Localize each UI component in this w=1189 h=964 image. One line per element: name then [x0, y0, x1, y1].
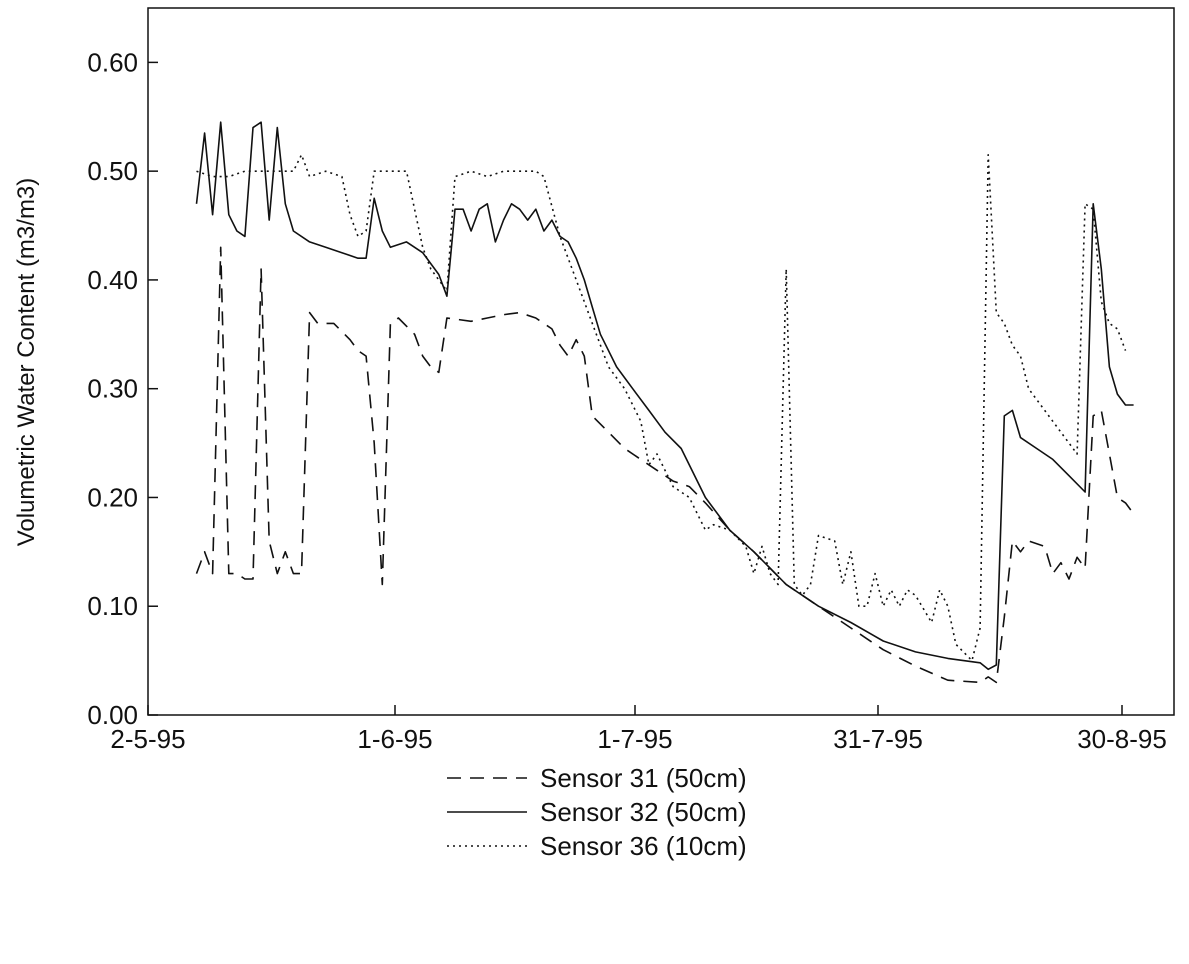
x-axis: 2-5-95 1-6-95 1-7-95 31-7-95 30-8-95 [110, 705, 1167, 754]
y-tick-label: 0.30 [87, 374, 138, 404]
plot-area-frame [147, 7, 1175, 716]
series-lines [195, 121, 1135, 684]
x-tick-label: 30-8-95 [1077, 724, 1167, 754]
y-tick-label: 0.40 [87, 265, 138, 295]
series-line-3 [196, 154, 1127, 662]
legend-label: Sensor 31 (50cm) [540, 763, 747, 793]
x-tick-label: 2-5-95 [110, 724, 185, 754]
y-tick-label: 0.50 [87, 156, 138, 186]
y-tick-label: 0.10 [87, 591, 138, 621]
x-tick-label: 1-6-95 [357, 724, 432, 754]
x-tick-label: 1-7-95 [597, 724, 672, 754]
y-tick-label: 0.20 [87, 482, 138, 512]
legend-label: Sensor 36 (10cm) [540, 831, 747, 861]
legend: Sensor 31 (50cm) Sensor 32 (50cm) Sensor 3… [447, 763, 747, 861]
y-tick-label: 0.60 [87, 47, 138, 77]
y-tick-label: 0.00 [87, 700, 138, 730]
series-line-2 [195, 121, 1134, 671]
y-axis: 0.00 0.10 0.20 0.30 0.40 0.50 0.60 [87, 47, 158, 730]
legend-label: Sensor 32 (50cm) [540, 797, 747, 827]
series-line-1 [195, 246, 1135, 684]
y-axis-title: Volumetric Water Content (m3/m3) [13, 178, 40, 547]
x-tick-label: 31-7-95 [833, 724, 923, 754]
